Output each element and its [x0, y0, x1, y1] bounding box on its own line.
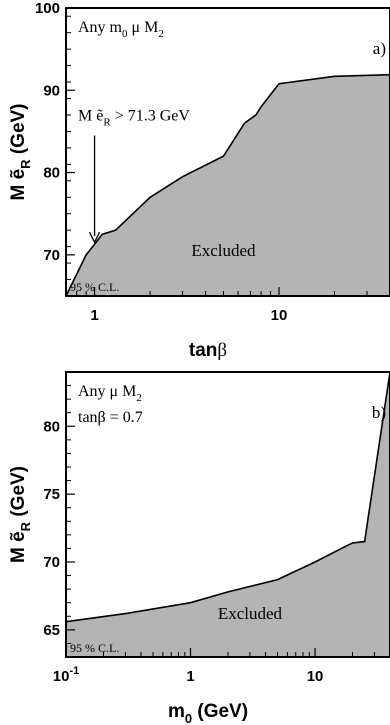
parameter-note: Any μ M2 — [78, 383, 142, 404]
x-axis-title-subscript: 0 — [185, 711, 192, 725]
y-tick-label: 75 — [43, 486, 60, 503]
y-tick-label: 80 — [43, 418, 60, 435]
x-tick-label-exponent: -1 — [69, 665, 79, 677]
y-tick-label: 100 — [35, 0, 60, 17]
x-axis-title-main: m — [168, 701, 185, 722]
limit-annotation: M ẽR > 71.3 GeV — [78, 108, 190, 129]
x-tick-label-base: 10 — [307, 668, 324, 685]
excluded-label: Excluded — [191, 241, 256, 260]
y-axis-title-unit: (GeV) — [8, 103, 29, 159]
x-tick-label-base: 10 — [53, 668, 70, 685]
y-tick-label: 70 — [43, 554, 60, 571]
x-tick-label: 10-1 — [53, 665, 79, 685]
limit-annotation-value: > 71.3 GeV — [111, 108, 191, 125]
y-axis-title-unit: (GeV) — [8, 466, 29, 522]
panel-label: a) — [373, 39, 386, 58]
y-tick-label: 65 — [43, 622, 60, 639]
parameter-note-subscript-2: 2 — [158, 28, 164, 40]
x-axis-title-unit: (GeV) — [192, 701, 248, 722]
parameter-note-text: Any μ M — [78, 383, 136, 400]
y-tick-label: 90 — [43, 82, 60, 99]
parameter-note: Any m0 μ M2 — [78, 19, 164, 40]
x-tick-label: 10 — [307, 668, 324, 685]
parameter-note-subscript: 2 — [136, 392, 142, 404]
y-tick-label: 80 — [43, 165, 60, 182]
parameter-note-text-2: μ M — [128, 19, 159, 36]
confidence-level-label: 95 % C.L. — [70, 280, 119, 294]
x-axis-title: tanβ — [189, 340, 227, 361]
x-tick-label: 1 — [186, 668, 194, 685]
panel-label: b) — [372, 403, 386, 422]
y-axis-title: M ẽR (GeV) — [8, 103, 33, 200]
x-tick-label-base: 1 — [186, 668, 194, 685]
parameter-note-text: Any m — [78, 19, 123, 36]
limit-annotation-text: M ẽ — [78, 108, 103, 125]
x-tick-label-base: 10 — [271, 307, 288, 324]
parameter-note-line2: tanβ = 0.7 — [78, 409, 143, 426]
x-axis-title-greek: β — [217, 340, 227, 361]
y-axis-title-main: M ẽ — [8, 169, 29, 201]
x-tick-label-base: 1 — [90, 307, 98, 324]
x-axis-title-main: tan — [189, 340, 218, 361]
y-axis-title-main: M ẽ — [8, 531, 29, 563]
x-tick-label: 1 — [90, 307, 98, 324]
x-tick-label: 10 — [271, 307, 288, 324]
confidence-level-label: 95 % C.L. — [70, 641, 119, 655]
y-axis-title: M ẽR (GeV) — [8, 466, 33, 563]
excluded-label: Excluded — [218, 604, 283, 623]
y-tick-label: 70 — [43, 247, 60, 264]
x-axis-title: m0 (GeV) — [168, 701, 248, 725]
